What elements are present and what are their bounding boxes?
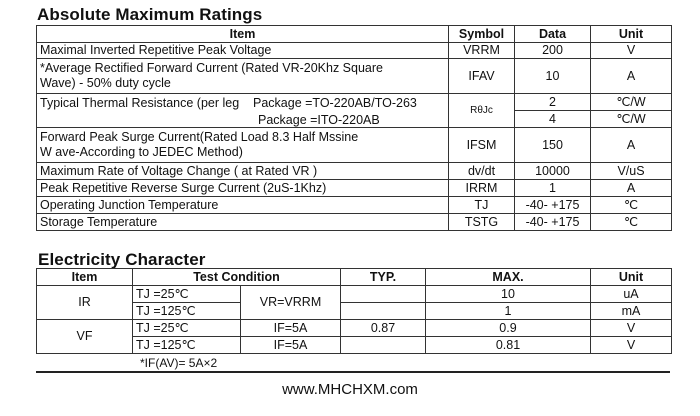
tj-cell: TJ =125℃ bbox=[132, 302, 241, 320]
package-1: Package =TO-220AB/TO-263 bbox=[253, 96, 417, 110]
symbol-cell: IRRM bbox=[448, 179, 515, 197]
header-unit: Unit bbox=[590, 25, 672, 43]
tj-cell: TJ =25℃ bbox=[132, 319, 241, 337]
package-2: Package =ITO-220AB bbox=[258, 113, 380, 127]
item-line-1: *Average Rectified Forward Current (Rate… bbox=[40, 61, 383, 75]
table-row: 4 ℃/W bbox=[37, 110, 672, 128]
typ-cell bbox=[340, 336, 426, 354]
max-cell: 10 bbox=[425, 285, 591, 303]
data-cell: -40- +175 bbox=[514, 196, 591, 214]
symbol-cell: VRRM bbox=[448, 42, 515, 59]
symbol-cell: TJ bbox=[448, 196, 515, 214]
table-row: TJ =125℃ IF=5A 0.81 V bbox=[37, 336, 672, 354]
item-cell: Operating Junction Temperature bbox=[36, 196, 449, 214]
max-cell: 1 bbox=[425, 302, 591, 320]
footer-url: www.MHCHXM.com bbox=[282, 381, 418, 398]
table-row: IR TJ =25℃ VR=VRRM 10 uA bbox=[36, 285, 672, 320]
unit-cell: mA bbox=[590, 302, 672, 320]
table-row: Maximum Rate of Voltage Change ( at Rate… bbox=[36, 162, 672, 180]
electricity-character-table: Item Test Condition TYP. MAX. Unit IR TJ… bbox=[36, 268, 672, 354]
condition-cell: IF=5A bbox=[240, 336, 341, 354]
typ-cell: 0.87 bbox=[340, 319, 426, 337]
item-cell: Maximal Inverted Repetitive Peak Voltage bbox=[36, 42, 449, 59]
table-row: Storage Temperature TSTG -40- +175 ℃ bbox=[36, 213, 672, 231]
typ-cell bbox=[340, 285, 426, 303]
unit-cell: A bbox=[590, 127, 672, 163]
absolute-maximum-ratings-table: Item Symbol Data Unit Maximal Inverted R… bbox=[36, 25, 672, 231]
data-cell: 1 bbox=[514, 179, 591, 197]
condition-cell: IF=5A bbox=[240, 319, 341, 337]
section-title-electricity-character: Electricity Character bbox=[38, 250, 206, 269]
table-row: TJ =125℃ 1 mA bbox=[37, 302, 672, 320]
max-cell: 0.9 bbox=[425, 319, 591, 337]
unit-cell: V bbox=[590, 319, 672, 337]
symbol-cell: IFSM bbox=[448, 127, 515, 163]
item-cell: *Average Rectified Forward Current (Rate… bbox=[36, 58, 449, 94]
data-cell: 10000 bbox=[514, 162, 591, 180]
table-row: Peak Repetitive Reverse Surge Current (2… bbox=[36, 179, 672, 197]
item-cell: Typical Thermal Resistance (per leg Pack… bbox=[36, 93, 449, 128]
table-row: Maximal Inverted Repetitive Peak Voltage… bbox=[36, 42, 672, 59]
unit-cell: V bbox=[590, 42, 672, 59]
symbol-cell: RθJc bbox=[448, 93, 515, 128]
item-cell: IR bbox=[36, 285, 133, 320]
unit-cell: A bbox=[590, 179, 672, 197]
table-row: VF TJ =25℃ IF=5A 0.87 0.9 V bbox=[36, 319, 672, 354]
footnote: *IF(AV)= 5A×2 bbox=[140, 356, 218, 370]
table-row: Forward Peak Surge Current(Rated Load 8.… bbox=[36, 127, 672, 163]
tj-cell: TJ =125℃ bbox=[132, 336, 241, 354]
unit-cell: ℃/W bbox=[590, 93, 672, 111]
unit-cell: ℃/W bbox=[590, 110, 672, 128]
table-header-row: Item Test Condition TYP. MAX. Unit bbox=[36, 268, 672, 286]
item-text: Typical Thermal Resistance (per leg bbox=[40, 96, 240, 110]
unit-cell: ℃ bbox=[590, 196, 672, 214]
unit-cell: ℃ bbox=[590, 213, 672, 231]
table-row: *Average Rectified Forward Current (Rate… bbox=[36, 58, 672, 94]
tj-cell: TJ =25℃ bbox=[132, 285, 241, 303]
symbol-cell: TSTG bbox=[448, 213, 515, 231]
item-cell: Peak Repetitive Reverse Surge Current (2… bbox=[36, 179, 449, 197]
item-cell: Maximum Rate of Voltage Change ( at Rate… bbox=[36, 162, 449, 180]
item-line-2: Wave) - 50% duty cycle bbox=[40, 76, 171, 90]
header-symbol: Symbol bbox=[448, 25, 515, 43]
section-title-absolute-maximum-ratings: Absolute Maximum Ratings bbox=[37, 5, 263, 24]
header-item: Item bbox=[36, 268, 133, 286]
item-line-1: Forward Peak Surge Current(Rated Load 8.… bbox=[40, 130, 359, 144]
item-cell: Storage Temperature bbox=[36, 213, 449, 231]
symbol-cell: dv/dt bbox=[448, 162, 515, 180]
unit-cell: uA bbox=[590, 285, 672, 303]
data-cell: 4 bbox=[514, 110, 591, 128]
header-test-condition: Test Condition bbox=[132, 268, 341, 286]
symbol-cell: IFAV bbox=[448, 58, 515, 94]
data-cell: 150 bbox=[514, 127, 591, 163]
unit-cell: V/uS bbox=[590, 162, 672, 180]
item-cell: VF bbox=[36, 319, 133, 354]
table-header-row: Item Symbol Data Unit bbox=[36, 25, 672, 43]
max-cell: 0.81 bbox=[425, 336, 591, 354]
divider bbox=[36, 371, 670, 373]
data-cell: 10 bbox=[514, 58, 591, 94]
data-cell: 200 bbox=[514, 42, 591, 59]
data-cell: 2 bbox=[514, 93, 591, 111]
item-cell: Forward Peak Surge Current(Rated Load 8.… bbox=[36, 127, 449, 163]
header-typ: TYP. bbox=[340, 268, 426, 286]
unit-cell: A bbox=[590, 58, 672, 94]
data-cell: -40- +175 bbox=[514, 213, 591, 231]
header-unit: Unit bbox=[590, 268, 672, 286]
table-row: Typical Thermal Resistance (per leg Pack… bbox=[36, 93, 672, 128]
header-data: Data bbox=[514, 25, 591, 43]
typ-cell bbox=[340, 302, 426, 320]
table-row: Operating Junction Temperature TJ -40- +… bbox=[36, 196, 672, 214]
header-item: Item bbox=[36, 25, 449, 43]
item-line-2: W ave-According to JEDEC Method) bbox=[40, 145, 243, 159]
header-max: MAX. bbox=[425, 268, 591, 286]
unit-cell: V bbox=[590, 336, 672, 354]
condition-cell: VR=VRRM bbox=[240, 285, 341, 320]
